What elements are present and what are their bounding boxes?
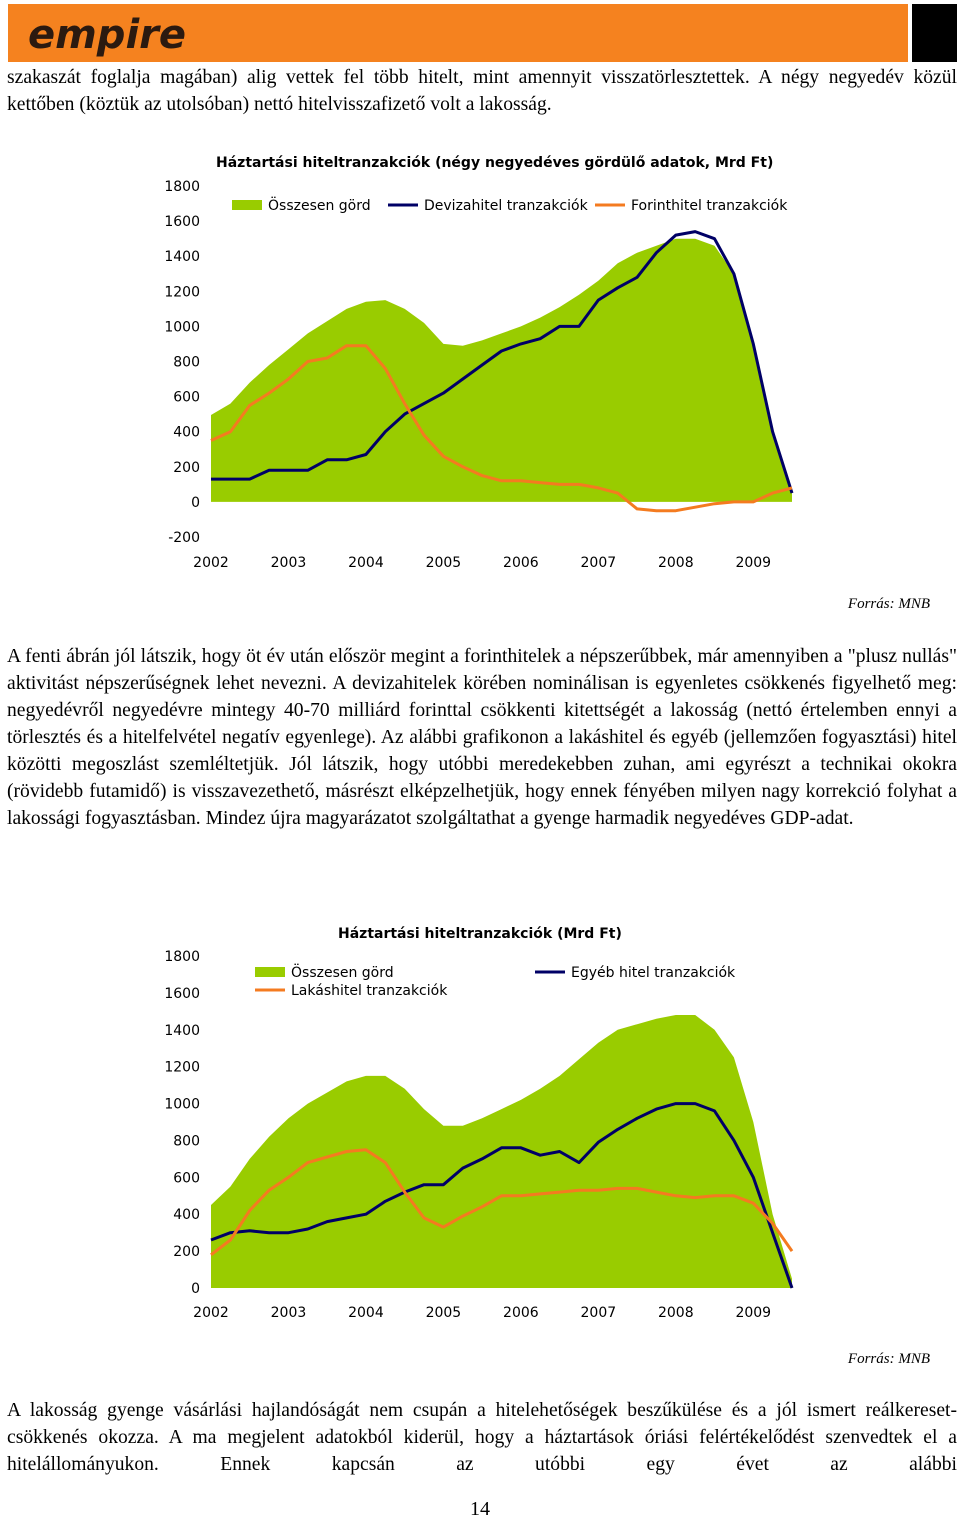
y-tick-label: 1800 (164, 949, 200, 965)
chart-title: Háztartási hiteltranzakciók (Mrd Ft) (338, 926, 622, 942)
y-tick-label: 1800 (164, 179, 200, 195)
x-tick-label: 2007 (581, 1305, 617, 1321)
y-tick-label: 800 (173, 355, 200, 371)
x-tick-label: 2002 (193, 1305, 229, 1321)
x-tick-label: 2006 (503, 1305, 539, 1321)
y-tick-label: 600 (173, 390, 200, 406)
y-tick-label: 1200 (164, 1060, 200, 1076)
y-tick-label: 1200 (164, 284, 200, 300)
legend-swatch (232, 200, 262, 210)
x-tick-label: 2002 (193, 555, 229, 571)
x-tick-label: 2006 (503, 555, 539, 571)
x-tick-label: 2008 (658, 555, 694, 571)
y-tick-label: 1600 (164, 986, 200, 1002)
line-series (211, 230, 794, 494)
y-tick-label: 1400 (164, 1023, 200, 1039)
paragraph: szakaszát foglalja magában) alig vettek … (7, 67, 957, 115)
x-tick-label: 2008 (658, 1305, 694, 1321)
x-tick-label: 2004 (348, 555, 384, 571)
x-tick-label: 2007 (581, 555, 617, 571)
legend-label: Lakáshitel tranzakciók (291, 983, 448, 999)
line-series (210, 344, 793, 513)
legend-label: Egyéb hitel tranzakciók (571, 965, 736, 981)
x-tick-label: 2009 (735, 555, 771, 571)
legend-label: Összesen görd (291, 963, 394, 981)
source-note: Forrás: MNB (847, 596, 930, 612)
x-tick-label: 2004 (348, 1305, 384, 1321)
y-tick-label: 400 (173, 1207, 200, 1223)
x-tick-label: 2005 (426, 1305, 462, 1321)
y-tick-label: 1000 (164, 319, 200, 335)
chart-title: Háztartási hiteltranzakciók (négy negyed… (216, 155, 773, 171)
y-tick-label: 800 (173, 1133, 200, 1149)
y-tick-label: 600 (173, 1170, 200, 1186)
line-series (210, 1148, 794, 1256)
legend-label: Összesen görd (268, 196, 371, 214)
y-tick-label: 1600 (164, 214, 200, 230)
legend-swatch (255, 967, 285, 977)
x-tick-label: 2003 (271, 555, 307, 571)
x-tick-label: 2005 (426, 555, 462, 571)
y-tick-label: 0 (191, 1281, 200, 1297)
y-tick-label: 1000 (164, 1097, 200, 1113)
area-series (211, 238, 792, 502)
y-tick-label: 200 (173, 460, 200, 476)
source-note: Forrás: MNB (847, 1351, 930, 1367)
y-tick-label: 400 (173, 425, 200, 441)
x-tick-label: 2003 (271, 1305, 307, 1321)
legend-label: Forinthitel tranzakciók (631, 198, 788, 214)
y-tick-label: 0 (191, 495, 200, 511)
y-tick-label: 1400 (164, 249, 200, 265)
legend-label: Devizahitel tranzakciók (424, 198, 589, 214)
page-number: 14 (470, 1498, 490, 1520)
logo: empire (28, 12, 186, 58)
paragraph: A fenti ábrán jól látszik, hogy öt év ut… (7, 646, 957, 829)
header-block (912, 4, 957, 62)
header-bar (8, 4, 908, 62)
paragraph: A lakosság gyenge vásárlási hajlandóságá… (7, 1400, 957, 1475)
x-tick-label: 2009 (735, 1305, 771, 1321)
line-series (210, 1102, 794, 1289)
area-series (211, 1015, 792, 1288)
y-tick-label: 200 (173, 1244, 200, 1260)
y-tick-label: -200 (168, 530, 200, 546)
